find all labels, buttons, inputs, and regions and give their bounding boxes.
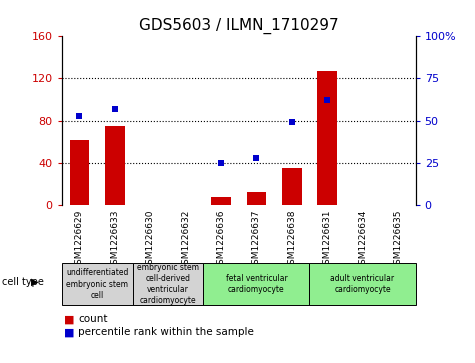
Text: GSM1226634: GSM1226634: [358, 209, 367, 270]
Text: ▶: ▶: [31, 277, 38, 287]
Text: fetal ventricular
cardiomyocyte: fetal ventricular cardiomyocyte: [226, 274, 287, 294]
Text: GSM1226635: GSM1226635: [393, 209, 402, 270]
Bar: [247, 192, 266, 205]
Point: [253, 155, 260, 161]
Bar: [62, 263, 133, 305]
Text: GSM1226632: GSM1226632: [181, 209, 190, 270]
Text: undifferentiated
embryonic stem
cell: undifferentiated embryonic stem cell: [66, 269, 128, 299]
Text: GSM1226637: GSM1226637: [252, 209, 261, 270]
Point: [111, 106, 119, 112]
Text: count: count: [78, 314, 108, 325]
Text: GSM1226629: GSM1226629: [75, 209, 84, 270]
Point: [323, 98, 331, 103]
Text: cell type: cell type: [2, 277, 44, 287]
Text: adult ventricular
cardiomyocyte: adult ventricular cardiomyocyte: [331, 274, 395, 294]
Bar: [317, 71, 337, 205]
Text: embryonic stem
cell-derived
ventricular
cardiomyocyte: embryonic stem cell-derived ventricular …: [137, 263, 199, 305]
Text: GSM1226636: GSM1226636: [217, 209, 226, 270]
Text: percentile rank within the sample: percentile rank within the sample: [78, 327, 254, 337]
Title: GDS5603 / ILMN_1710297: GDS5603 / ILMN_1710297: [139, 17, 339, 33]
Text: GSM1226631: GSM1226631: [323, 209, 332, 270]
Bar: [105, 126, 124, 205]
Bar: [133, 263, 203, 305]
Bar: [203, 263, 310, 305]
Text: GSM1226638: GSM1226638: [287, 209, 296, 270]
Point: [76, 113, 83, 119]
Point: [217, 160, 225, 166]
Point: [288, 119, 295, 125]
Text: GSM1226630: GSM1226630: [146, 209, 155, 270]
Text: GSM1226633: GSM1226633: [110, 209, 119, 270]
Bar: [310, 263, 416, 305]
Bar: [282, 168, 302, 205]
Bar: [70, 140, 89, 205]
Bar: [211, 197, 231, 205]
Text: ■: ■: [64, 314, 75, 325]
Text: ■: ■: [64, 327, 75, 337]
